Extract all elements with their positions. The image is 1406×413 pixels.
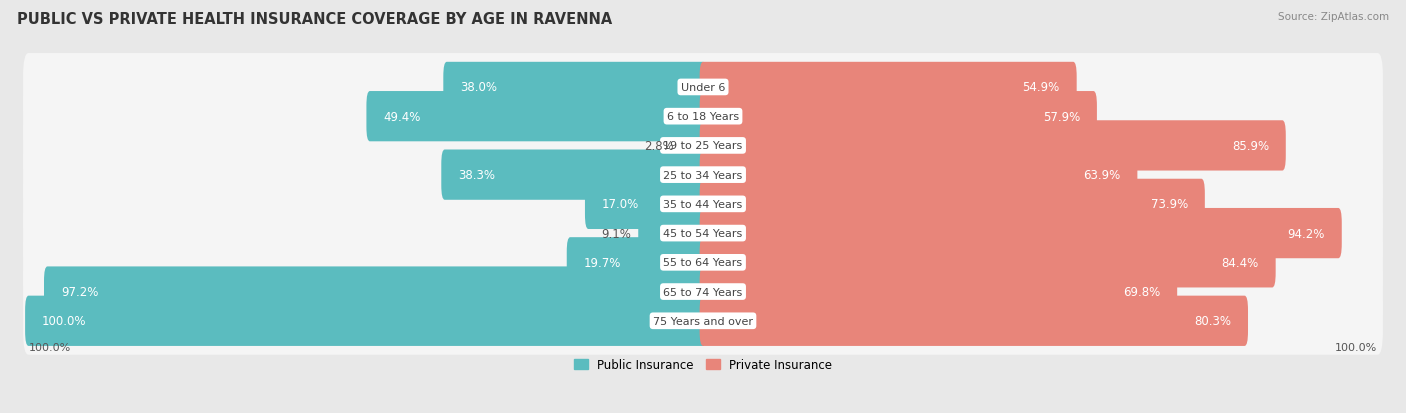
FancyBboxPatch shape xyxy=(700,209,1341,259)
Text: 73.9%: 73.9% xyxy=(1150,198,1188,211)
Text: 25 to 34 Years: 25 to 34 Years xyxy=(664,170,742,180)
FancyBboxPatch shape xyxy=(22,112,1384,180)
Text: 63.9%: 63.9% xyxy=(1083,169,1121,182)
FancyBboxPatch shape xyxy=(700,92,1097,142)
Text: 84.4%: 84.4% xyxy=(1222,256,1258,269)
Text: 55 to 64 Years: 55 to 64 Years xyxy=(664,258,742,268)
Text: Source: ZipAtlas.com: Source: ZipAtlas.com xyxy=(1278,12,1389,22)
FancyBboxPatch shape xyxy=(638,209,706,259)
Text: 49.4%: 49.4% xyxy=(384,110,420,123)
Text: 19 to 25 Years: 19 to 25 Years xyxy=(664,141,742,151)
FancyBboxPatch shape xyxy=(22,171,1384,238)
Text: 75 Years and over: 75 Years and over xyxy=(652,316,754,326)
Text: 45 to 54 Years: 45 to 54 Years xyxy=(664,228,742,239)
FancyBboxPatch shape xyxy=(700,63,1077,113)
FancyBboxPatch shape xyxy=(585,179,706,230)
Text: 100.0%: 100.0% xyxy=(42,315,87,328)
Text: 65 to 74 Years: 65 to 74 Years xyxy=(664,287,742,297)
FancyBboxPatch shape xyxy=(700,296,1249,346)
Text: 85.9%: 85.9% xyxy=(1232,140,1268,152)
FancyBboxPatch shape xyxy=(700,179,1205,230)
Text: 69.8%: 69.8% xyxy=(1123,285,1160,298)
FancyBboxPatch shape xyxy=(567,237,706,288)
Text: 54.9%: 54.9% xyxy=(1022,81,1060,94)
FancyBboxPatch shape xyxy=(22,54,1384,121)
Text: 97.2%: 97.2% xyxy=(60,285,98,298)
Text: 38.0%: 38.0% xyxy=(460,81,498,94)
Legend: Public Insurance, Private Insurance: Public Insurance, Private Insurance xyxy=(569,354,837,376)
FancyBboxPatch shape xyxy=(443,63,706,113)
Text: 80.3%: 80.3% xyxy=(1194,315,1232,328)
FancyBboxPatch shape xyxy=(700,150,1137,200)
Text: Under 6: Under 6 xyxy=(681,83,725,93)
Text: 2.8%: 2.8% xyxy=(644,140,673,152)
Text: 9.1%: 9.1% xyxy=(602,227,631,240)
Text: 57.9%: 57.9% xyxy=(1043,110,1080,123)
Text: 94.2%: 94.2% xyxy=(1288,227,1324,240)
FancyBboxPatch shape xyxy=(22,258,1384,326)
FancyBboxPatch shape xyxy=(25,296,706,346)
Text: 17.0%: 17.0% xyxy=(602,198,640,211)
FancyBboxPatch shape xyxy=(44,267,706,317)
FancyBboxPatch shape xyxy=(22,83,1384,151)
Text: 100.0%: 100.0% xyxy=(1336,342,1378,352)
Text: 19.7%: 19.7% xyxy=(583,256,621,269)
Text: 6 to 18 Years: 6 to 18 Years xyxy=(666,112,740,122)
Text: PUBLIC VS PRIVATE HEALTH INSURANCE COVERAGE BY AGE IN RAVENNA: PUBLIC VS PRIVATE HEALTH INSURANCE COVER… xyxy=(17,12,612,27)
FancyBboxPatch shape xyxy=(681,121,706,171)
FancyBboxPatch shape xyxy=(367,92,706,142)
FancyBboxPatch shape xyxy=(441,150,706,200)
FancyBboxPatch shape xyxy=(700,237,1275,288)
FancyBboxPatch shape xyxy=(22,200,1384,267)
Text: 100.0%: 100.0% xyxy=(28,342,70,352)
Text: 38.3%: 38.3% xyxy=(458,169,495,182)
FancyBboxPatch shape xyxy=(700,121,1285,171)
FancyBboxPatch shape xyxy=(22,229,1384,297)
Text: 35 to 44 Years: 35 to 44 Years xyxy=(664,199,742,209)
FancyBboxPatch shape xyxy=(22,141,1384,209)
FancyBboxPatch shape xyxy=(700,267,1177,317)
FancyBboxPatch shape xyxy=(22,287,1384,355)
